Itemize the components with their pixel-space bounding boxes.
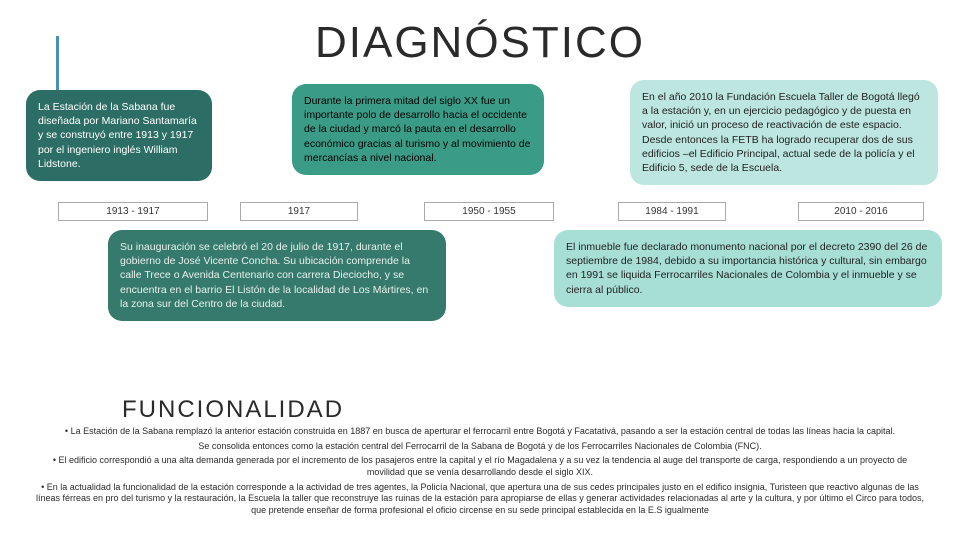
func-item-4: • En la actualidad la funcionalidad de l… (36, 482, 924, 517)
date-1984-1991: 1984 - 1991 (618, 202, 726, 221)
date-1950-1955: 1950 - 1955 (424, 202, 554, 221)
func-item-3: • El edificio correspondió a una alta de… (36, 455, 924, 478)
bubble-1917: Su inauguración se celebró el 20 de juli… (108, 230, 446, 321)
date-1913-1917: 1913 - 1917 (58, 202, 208, 221)
funcionalidad-body: • La Estación de la Sabana remplazó la a… (36, 426, 924, 520)
bubble-siglo-xx: Durante la primera mitad del siglo XX fu… (292, 84, 544, 175)
func-item-1: • La Estación de la Sabana remplazó la a… (36, 426, 924, 438)
bubble-1984: El inmueble fue declarado monumento naci… (554, 230, 942, 307)
page-title: DIAGNÓSTICO (0, 18, 960, 68)
funcionalidad-title: FUNCIONALIDAD (122, 396, 344, 424)
bubble-1913: La Estación de la Sabana fue diseñada po… (26, 90, 212, 181)
bubble-2010: En el año 2010 la Fundación Escuela Tall… (630, 80, 938, 185)
date-2010-2016: 2010 - 2016 (798, 202, 924, 221)
func-item-2: Se consolida entonces como la estación c… (36, 441, 924, 453)
timeline: La Estación de la Sabana fue diseñada po… (0, 80, 960, 340)
date-row: 1913 - 1917 1917 1950 - 1955 1984 - 1991… (0, 202, 960, 224)
date-1917: 1917 (240, 202, 358, 221)
